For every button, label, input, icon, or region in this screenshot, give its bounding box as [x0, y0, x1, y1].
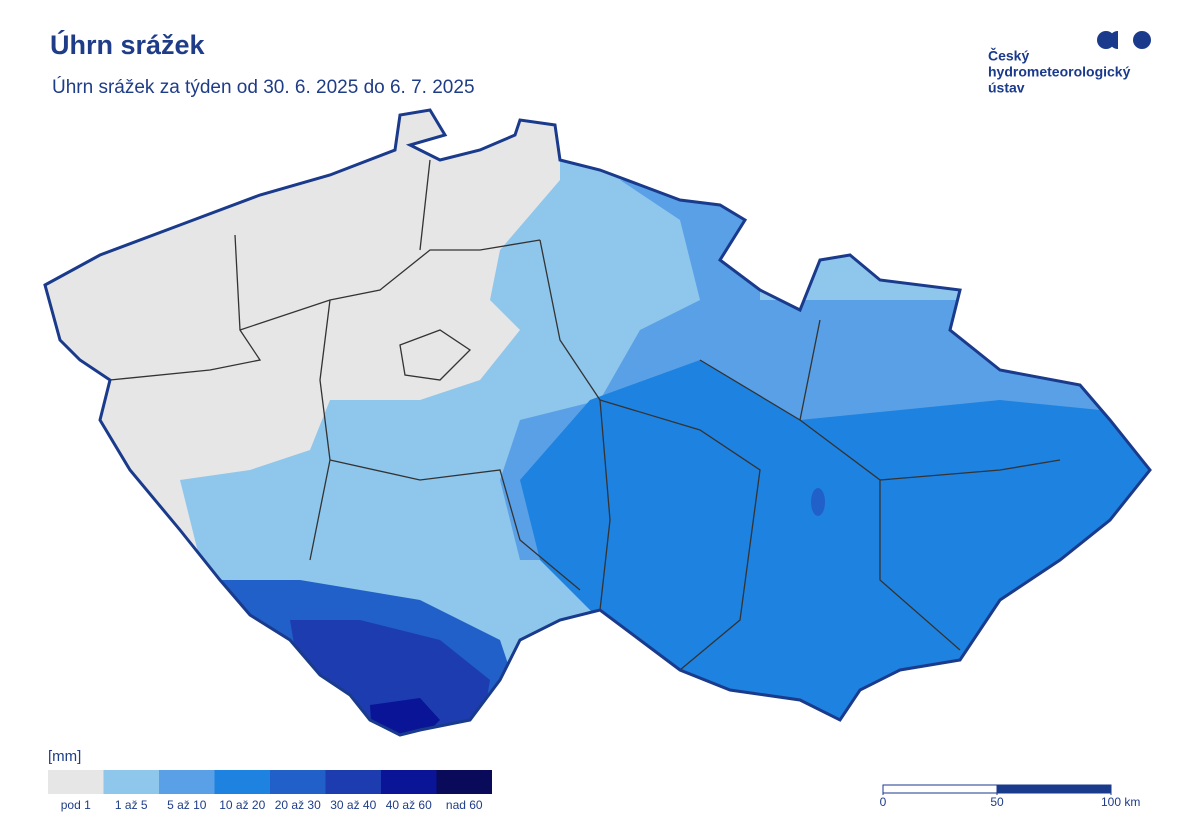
legend-swatch	[381, 770, 437, 794]
scale-bar: 0 50 100 km	[880, 784, 1140, 809]
legend-swatch	[159, 770, 215, 794]
legend-swatch	[103, 770, 159, 794]
logo-text: hydrometeorologický	[988, 64, 1131, 80]
legend-swatch	[436, 770, 492, 794]
logo-dot	[1109, 31, 1118, 49]
scale-segment	[996, 784, 1112, 794]
legend-label: 10 až 20	[219, 798, 265, 812]
scale-segment	[882, 784, 998, 794]
map-zone	[520, 360, 1150, 735]
subtitle: Úhrn srážek za týden od 30. 6. 2025 do 6…	[52, 76, 475, 98]
logo-text: Český	[988, 47, 1029, 64]
legend: pod 1 1 až 5 5 až 10 10 až 20 20 až 30 30 až …	[48, 770, 492, 812]
legend-label: pod 1	[61, 798, 91, 812]
legend-label: 20 až 30	[275, 798, 321, 812]
logo: Český hydrometeorologický ústav	[988, 31, 1151, 96]
legend-swatch	[48, 770, 104, 794]
scale-label: 50	[990, 795, 1004, 809]
legend-label: 40 až 60	[386, 798, 432, 812]
legend-label: 1 až 5	[115, 798, 148, 812]
scale-label: 100 km	[1101, 795, 1140, 809]
legend-label: nad 60	[446, 798, 483, 812]
legend-label: 5 až 10	[167, 798, 207, 812]
legend-swatch	[214, 770, 270, 794]
logo-dot	[1133, 31, 1151, 49]
logo-text: ústav	[988, 80, 1025, 96]
legend-swatch	[270, 770, 326, 794]
map-zone	[811, 488, 825, 516]
legend-swatch	[325, 770, 381, 794]
scale-label: 0	[880, 795, 887, 809]
legend-label: 30 až 40	[330, 798, 376, 812]
region-borders	[109, 159, 1061, 671]
title: Úhrn srážek	[50, 29, 206, 60]
legend-unit: [mm]	[48, 748, 81, 765]
